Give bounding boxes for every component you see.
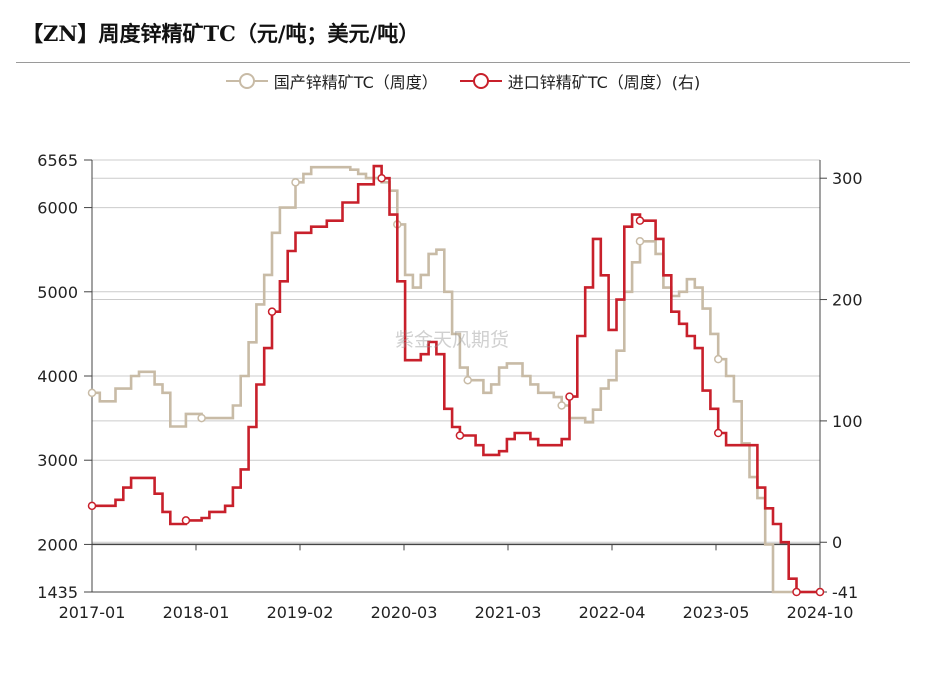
- legend-item-imported[interactable]: 进口锌精矿TC（周度）(右): [459, 69, 701, 93]
- x-tick-label: 2021-03: [475, 603, 542, 622]
- y-right-tick-label: -41: [832, 583, 858, 602]
- series-marker-imported: [377, 173, 386, 183]
- y-right-tick-label: 300: [832, 169, 863, 188]
- x-tick-label: 2022-04: [579, 603, 646, 622]
- tick-labels: 1435 2000 3000 4000 5000 6000 6565 -41 0 100 200 30…: [37, 151, 862, 622]
- series-marker-imported: [792, 587, 801, 597]
- gridlines: [92, 159, 820, 545]
- legend-item-domestic[interactable]: 国产锌精矿TC（周度）: [225, 69, 438, 93]
- series-lines: [87, 164, 825, 597]
- y-right-tick-label: 100: [832, 412, 863, 431]
- y-left-tick-label: 6565: [37, 151, 78, 170]
- x-tick-label: 2017-01: [59, 603, 126, 622]
- axes: [84, 159, 827, 593]
- y-left-tick-label: 6000: [37, 199, 78, 218]
- series-marker-imported: [815, 587, 825, 597]
- chart-title: 【ZN】周度锌精矿TC（元/吨；美元/吨）: [22, 21, 420, 46]
- series-line-imported: [92, 164, 820, 594]
- series-marker-domestic: [291, 178, 300, 187]
- legend-swatch-imported: [459, 73, 502, 89]
- series-marker-imported: [181, 516, 191, 525]
- series-marker-imported: [565, 392, 574, 401]
- series-marker-imported: [635, 216, 645, 225]
- x-tick-label: 2023-05: [683, 603, 750, 622]
- series-marker-domestic: [87, 388, 97, 398]
- legend: 国产锌精矿TC（周度） 进口锌精矿TC（周度）(右): [0, 68, 926, 94]
- series-marker-domestic: [713, 354, 723, 364]
- series-marker-imported: [713, 428, 723, 438]
- legend-swatch-domestic: [225, 73, 268, 89]
- series-marker-domestic: [463, 375, 472, 385]
- y-left-tick-label: 3000: [37, 451, 78, 470]
- series-marker-domestic: [635, 237, 645, 246]
- y-left-tick-label: 5000: [37, 283, 78, 302]
- x-tick-label: 2018-01: [163, 603, 230, 622]
- y-right-tick-label: 200: [832, 291, 863, 310]
- series-marker-imported: [87, 501, 97, 511]
- series-marker-imported: [267, 307, 277, 316]
- title-divider: [16, 62, 910, 63]
- y-left-tick-label: 2000: [37, 535, 78, 554]
- series-marker-imported: [455, 431, 465, 440]
- series-line-domestic: [92, 165, 820, 594]
- series-marker-domestic: [557, 401, 566, 410]
- series-marker-domestic: [197, 413, 206, 423]
- x-tick-label: 2019-02: [267, 603, 334, 622]
- y-left-tick-label: 4000: [37, 367, 78, 386]
- watermark: 紫金天风期货: [395, 329, 510, 351]
- y-left-tick-label: 1435: [37, 583, 78, 602]
- legend-marker-imported: [472, 73, 489, 89]
- y-right-tick-label: 0: [832, 533, 842, 552]
- legend-label-domestic: 国产锌精矿TC（周度）: [273, 73, 438, 92]
- x-tick-label: 2020-03: [371, 603, 438, 622]
- x-tick-label: 2024-10: [787, 603, 854, 622]
- legend-label-imported: 进口锌精矿TC（周度）(右): [507, 73, 701, 92]
- legend-marker-domestic: [238, 73, 255, 89]
